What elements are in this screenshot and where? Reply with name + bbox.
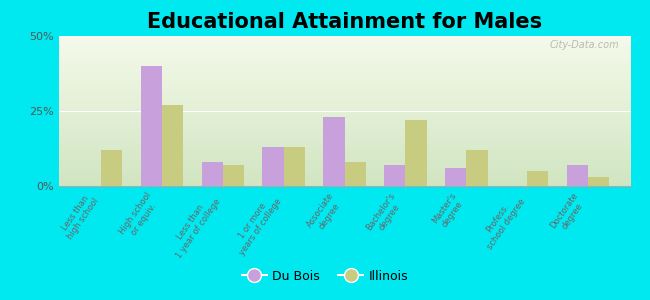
Bar: [406, 120, 426, 186]
Bar: [527, 171, 549, 186]
Bar: [445, 168, 466, 186]
Bar: [466, 150, 488, 186]
Bar: [344, 162, 366, 186]
Bar: [384, 165, 406, 186]
Text: City-Data.com: City-Data.com: [549, 40, 619, 50]
Bar: [140, 66, 162, 186]
Bar: [567, 165, 588, 186]
Bar: [223, 165, 244, 186]
Bar: [588, 177, 609, 186]
Bar: [101, 150, 122, 186]
Bar: [283, 147, 305, 186]
Bar: [162, 105, 183, 186]
Bar: [323, 117, 345, 186]
Title: Educational Attainment for Males: Educational Attainment for Males: [147, 12, 542, 32]
Legend: Du Bois, Illinois: Du Bois, Illinois: [237, 265, 413, 288]
Bar: [202, 162, 223, 186]
Bar: [263, 147, 283, 186]
